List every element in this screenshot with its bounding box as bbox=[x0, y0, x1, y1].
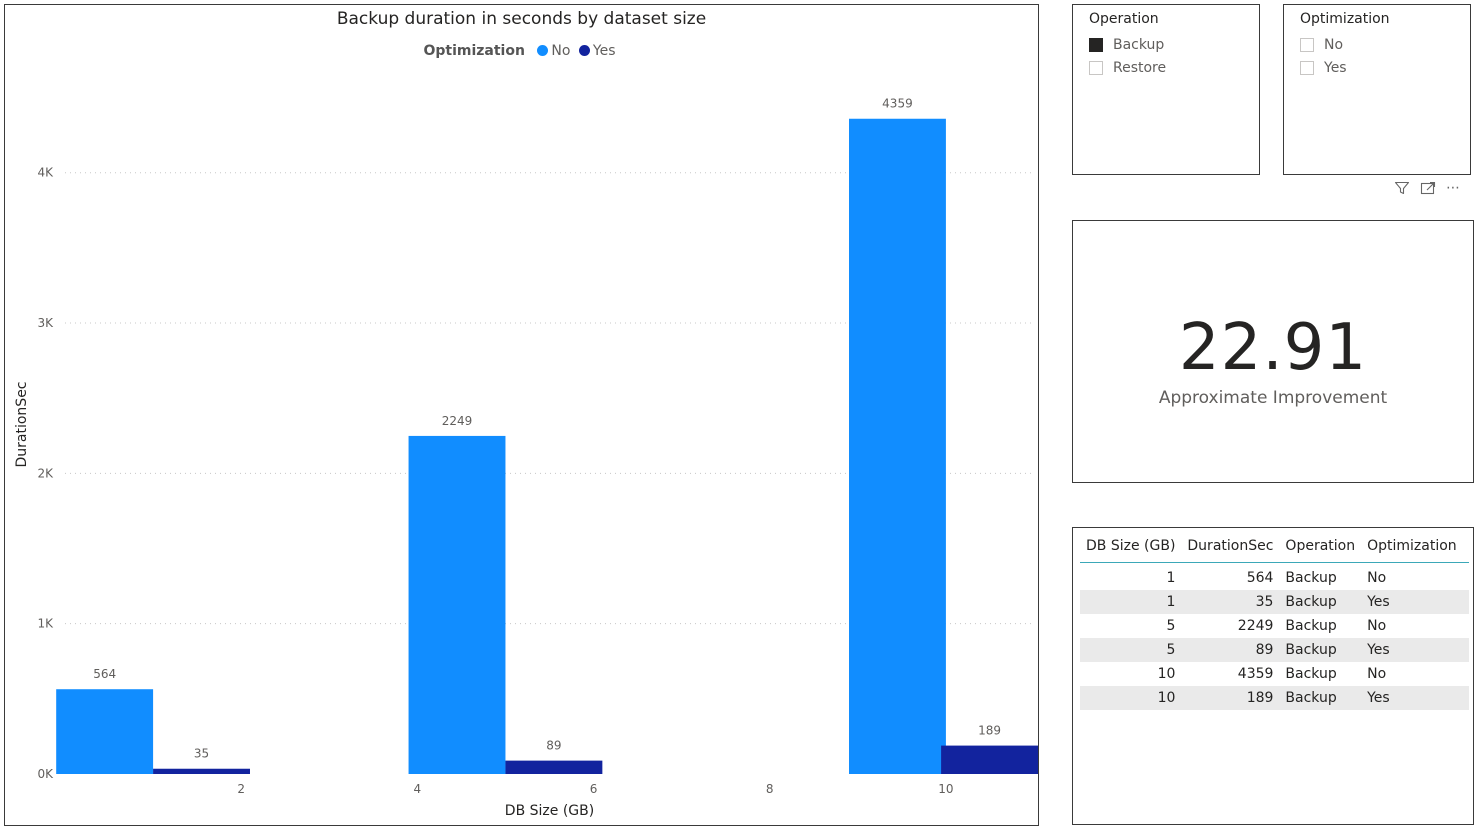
legend-dot-no bbox=[537, 45, 549, 56]
legend-item-no[interactable]: No bbox=[537, 43, 575, 59]
cell-operation: Backup bbox=[1285, 642, 1337, 658]
cell-optimization: Yes bbox=[1367, 642, 1390, 658]
slicer-option-label: No bbox=[1324, 36, 1344, 53]
legend-dot-yes bbox=[578, 45, 590, 56]
data-label: 564 bbox=[93, 667, 116, 681]
table-row[interactable]: 1 564 Backup No bbox=[1080, 563, 1469, 591]
table-row[interactable]: 5 89 Backup Yes bbox=[1080, 638, 1469, 662]
operation-slicer-title: Operation bbox=[1089, 11, 1159, 27]
cell-optimization: Yes bbox=[1367, 594, 1390, 610]
table-row[interactable]: 5 2249 Backup No bbox=[1080, 614, 1469, 638]
cell-db-size: 5 bbox=[1166, 642, 1176, 658]
optimization-slicer: Optimization No Yes bbox=[1283, 4, 1471, 175]
column-header-db-size[interactable]: DB Size (GB) bbox=[1080, 536, 1182, 563]
cell-duration: 4359 bbox=[1237, 666, 1274, 682]
y-tick-label: 4K bbox=[37, 166, 54, 180]
bar-yes bbox=[153, 768, 250, 774]
bar-yes bbox=[941, 745, 1038, 774]
cell-duration: 189 bbox=[1246, 690, 1274, 706]
filter-icon[interactable] bbox=[1394, 180, 1410, 196]
cell-optimization: Yes bbox=[1367, 690, 1390, 706]
operation-slicer: Operation Backup Restore bbox=[1072, 4, 1260, 175]
checkbox-restore[interactable] bbox=[1089, 60, 1103, 75]
legend-label-no: No bbox=[551, 43, 571, 59]
slicer-option-label: Restore bbox=[1113, 59, 1167, 76]
cell-optimization: No bbox=[1367, 618, 1387, 634]
checkbox-backup[interactable] bbox=[1089, 37, 1103, 52]
legend-label-yes: Yes bbox=[592, 43, 616, 59]
card-label: Approximate Improvement bbox=[1158, 388, 1388, 408]
more-options-icon[interactable]: ⋯ bbox=[1446, 180, 1460, 196]
table-row[interactable]: 1 35 Backup Yes bbox=[1080, 590, 1469, 614]
cell-db-size: 10 bbox=[1157, 690, 1176, 706]
slicer-option-backup[interactable]: Backup bbox=[1089, 33, 1259, 56]
kpi-card: 22.91 Approximate Improvement bbox=[1072, 220, 1474, 483]
x-tick-label: 6 bbox=[590, 782, 598, 796]
chart-plot-area: 0K 1K 2K 3K 4K 2 4 6 8 10 DB Size (GB) DurationSec 5… bbox=[14, 97, 1038, 819]
slicer-option-no[interactable]: No bbox=[1300, 33, 1470, 56]
cell-duration: 2249 bbox=[1237, 618, 1274, 634]
cell-operation: Backup bbox=[1285, 618, 1337, 634]
checkbox-no[interactable] bbox=[1300, 37, 1314, 52]
cell-operation: Backup bbox=[1285, 690, 1337, 706]
slicer-option-restore[interactable]: Restore bbox=[1089, 56, 1259, 79]
y-tick-label: 0K bbox=[37, 767, 54, 781]
bar-no bbox=[56, 689, 154, 774]
cell-duration: 564 bbox=[1246, 570, 1274, 586]
data-label: 2249 bbox=[442, 414, 473, 428]
cell-db-size: 10 bbox=[1157, 666, 1176, 682]
legend-title: Optimization bbox=[423, 43, 525, 59]
data-table-visual: DB Size (GB) DurationSec Operation Optim… bbox=[1072, 527, 1474, 825]
checkbox-yes[interactable] bbox=[1300, 60, 1314, 75]
x-tick-label: 10 bbox=[938, 782, 953, 796]
cell-db-size: 1 bbox=[1166, 570, 1176, 586]
y-tick-label: 3K bbox=[37, 316, 54, 330]
bar-no bbox=[408, 435, 506, 774]
table-header-row: DB Size (GB) DurationSec Operation Optim… bbox=[1080, 536, 1469, 563]
cell-operation: Backup bbox=[1285, 594, 1337, 610]
cell-optimization: No bbox=[1367, 570, 1387, 586]
y-tick-label: 2K bbox=[37, 466, 54, 480]
x-tick-label: 2 bbox=[237, 782, 245, 796]
x-tick-label: 8 bbox=[766, 782, 774, 796]
slicer-option-yes[interactable]: Yes bbox=[1300, 56, 1470, 79]
bar-chart-visual[interactable]: Backup duration in seconds by dataset si… bbox=[4, 4, 1039, 826]
visual-header: ⋯ bbox=[1394, 178, 1476, 198]
cell-operation: Backup bbox=[1285, 666, 1337, 682]
optimization-slicer-title: Optimization bbox=[1300, 11, 1390, 27]
cell-duration: 89 bbox=[1255, 642, 1274, 658]
table-row[interactable]: 10 4359 Backup No bbox=[1080, 662, 1469, 686]
column-header-operation[interactable]: Operation bbox=[1279, 536, 1362, 563]
slicer-option-label: Backup bbox=[1113, 36, 1165, 53]
cell-operation: Backup bbox=[1285, 570, 1337, 586]
focus-mode-icon[interactable] bbox=[1420, 180, 1436, 196]
data-label: 89 bbox=[546, 739, 561, 753]
chart-title: Backup duration in seconds by dataset si… bbox=[336, 9, 707, 29]
card-value: 22.91 bbox=[1178, 311, 1368, 385]
table-row[interactable]: 10 189 Backup Yes bbox=[1080, 686, 1469, 710]
bar-no bbox=[849, 118, 946, 774]
chart-legend: Optimization No Yes bbox=[5, 43, 1038, 59]
x-axis-title: DB Size (GB) bbox=[505, 803, 594, 819]
cell-optimization: No bbox=[1367, 666, 1387, 682]
cell-db-size: 1 bbox=[1166, 594, 1176, 610]
data-label: 4359 bbox=[882, 97, 913, 111]
y-tick-label: 1K bbox=[37, 617, 54, 631]
data-label: 189 bbox=[978, 724, 1001, 738]
cell-duration: 35 bbox=[1255, 594, 1274, 610]
bar-yes bbox=[505, 760, 603, 774]
slicer-option-label: Yes bbox=[1324, 59, 1347, 76]
cell-db-size: 5 bbox=[1166, 618, 1176, 634]
column-header-optimization[interactable]: Optimization bbox=[1361, 536, 1469, 563]
x-tick-label: 4 bbox=[414, 782, 422, 796]
data-label: 35 bbox=[194, 747, 209, 761]
data-table: DB Size (GB) DurationSec Operation Optim… bbox=[1080, 536, 1469, 710]
column-header-duration[interactable]: DurationSec bbox=[1181, 536, 1280, 563]
legend-item-yes[interactable]: Yes bbox=[578, 43, 616, 59]
y-axis-title: DurationSec bbox=[14, 381, 30, 467]
